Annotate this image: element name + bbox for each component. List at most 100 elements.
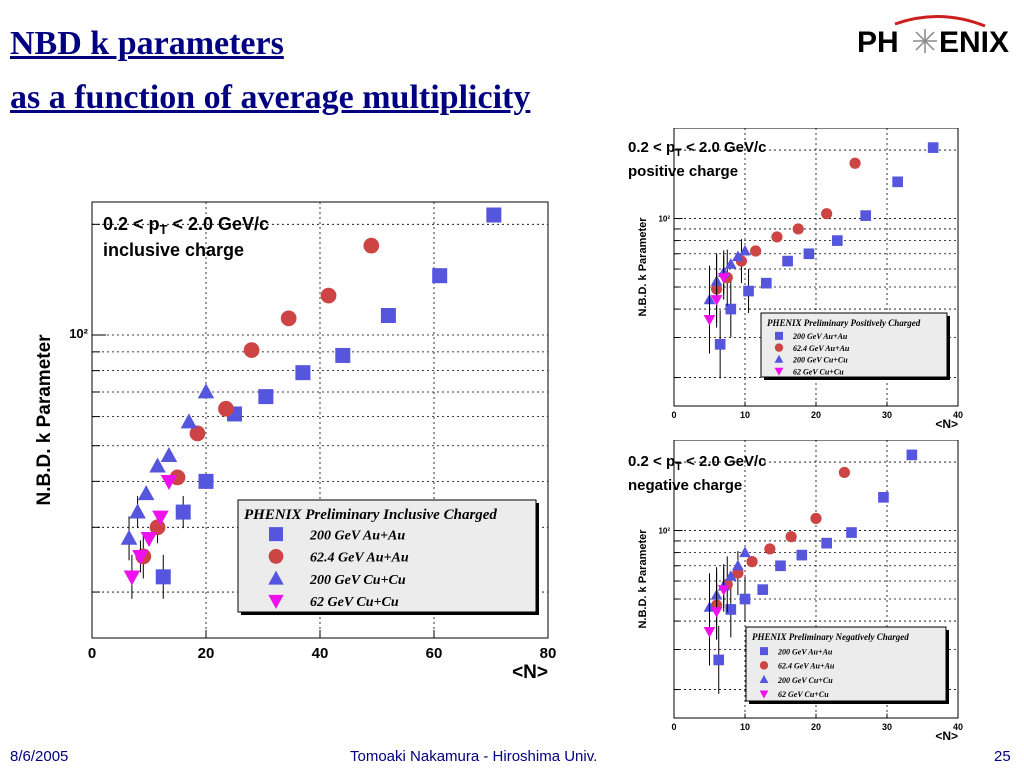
data-point-triangle-down [160,474,178,490]
series-square [714,142,939,379]
data-point-square [725,303,737,315]
data-point-triangle-down [710,607,723,618]
data-point-circle [218,400,234,417]
data-point-circle [732,567,744,579]
data-point-square [831,235,843,246]
data-point-triangle-down [717,273,730,284]
logo-text-right: ENIX [939,26,1009,59]
data-point-triangle-up [724,258,737,269]
data-point-triangle-up [732,250,744,262]
x-tick-label: 10 [740,410,750,420]
data-point-square [486,207,502,223]
data-point-triangle-up [724,570,737,581]
legend-entry: 200 GeV Cu+Cu [309,573,406,588]
x-tick-label: 60 [426,645,443,662]
legend-box [237,499,537,613]
data-point-square [927,142,939,153]
legend-marker-triangle-up [759,675,769,684]
x-tick-label: 20 [198,645,215,662]
data-point-square [713,654,725,666]
legend-entry: 62 GeV Cu+Cu [778,690,829,699]
y-tick-label: 10² [658,527,670,536]
data-point-square [846,527,857,538]
x-tick-label: 10 [740,722,750,732]
data-point-square [906,449,918,461]
annotation-charge-type: negative charge [628,477,742,494]
data-point-square [743,285,754,297]
data-point-circle [750,245,762,257]
legend-title: PHENIX Preliminary Inclusive Charged [244,507,497,523]
x-axis-label: <N> [935,417,958,431]
chart-inclusive: 0 20 40 60 80 10² <N> N.B.D. k Parameter 0.2 < p… [34,201,556,683]
series-triangle-down [123,474,178,599]
legend-marker-circle [268,549,284,564]
data-point-circle [280,310,297,327]
footer-author: Tomoaki Nakamura - Hiroshima Univ. [350,748,598,765]
data-point-triangle-up [732,559,744,571]
legend-marker-triangle-up [268,570,284,585]
series-triangle-down [703,567,730,666]
data-point-square [878,491,889,503]
data-point-circle [771,231,783,243]
data-point-triangle-up [137,485,155,501]
legend-marker-triangle-down [774,367,784,376]
data-point-square [757,584,769,595]
legend-box [745,626,947,702]
data-point-circle [821,208,833,220]
data-point-circle [810,512,822,525]
data-point-triangle-down [132,550,149,566]
legend-marker-triangle-up [774,354,784,363]
y-axis-label: N.B.D. k Parameter [34,334,55,506]
legend: PHENIX Preliminary Negatively Charged 200… [745,626,949,704]
data-point-square [860,210,872,221]
x-tick-label: 30 [882,722,892,732]
legend-marker-triangle-down [759,690,769,699]
legend-marker-square [760,647,768,656]
data-point-circle [838,466,850,479]
footer-date: 8/6/2005 [10,748,69,765]
data-point-square [155,569,171,585]
x-tick-label: 40 [312,645,329,662]
legend-entry: 62.4 GeV Au+Au [778,662,835,671]
y-tick-label: 10² [69,326,88,341]
data-point-triangle-up [129,503,146,519]
data-point-circle [792,223,804,235]
x-tick-label: 40 [953,722,963,732]
legend-entry: 200 GeV Au+Au [309,528,405,543]
data-point-triangle-down [717,585,730,596]
legend-marker-circle [759,661,769,670]
legend-box [760,312,948,378]
legend-title: PHENIX Preliminary Negatively Charged [752,632,909,642]
logo-arc [894,15,986,28]
legend-entry: 200 GeV Cu+Cu [792,356,848,365]
legend: PHENIX Preliminary Inclusive Charged 200 … [237,499,539,615]
y-axis-label: N.B.D. k Parameter [637,217,649,317]
data-point-square [725,604,737,615]
data-point-square [782,255,793,267]
legend: PHENIX Preliminary Positively Charged 200… [760,312,950,380]
data-point-square [821,537,832,549]
data-point-square [775,560,786,572]
annotation-pt-range: 0.2 < pT < 2.0 GeV/c [628,453,766,473]
footer-page-number: 25 [994,748,1011,765]
x-axis-label: <N> [512,662,548,683]
data-point-square [198,473,214,489]
legend-entry: 62 GeV Cu+Cu [310,595,399,610]
data-point-triangle-down [123,570,141,586]
data-point-square [258,389,274,405]
slide-title-line1: NBD k parameters [10,25,284,62]
phenix-logo: PH ENIX [857,15,1009,59]
data-point-circle [849,157,861,169]
x-axis-label: <N> [935,729,958,743]
data-point-triangle-up [160,446,178,462]
legend-marker-square [269,527,283,542]
series-triangle-up [120,383,215,561]
data-point-square [760,277,772,289]
annotation-charge-type: positive charge [628,163,738,180]
data-point-square [739,593,751,605]
logo-text-left: PH [857,26,899,59]
data-point-triangle-down [703,626,716,638]
data-point-square [892,176,903,188]
data-point-square [796,549,808,561]
data-point-triangle-up [739,244,751,256]
